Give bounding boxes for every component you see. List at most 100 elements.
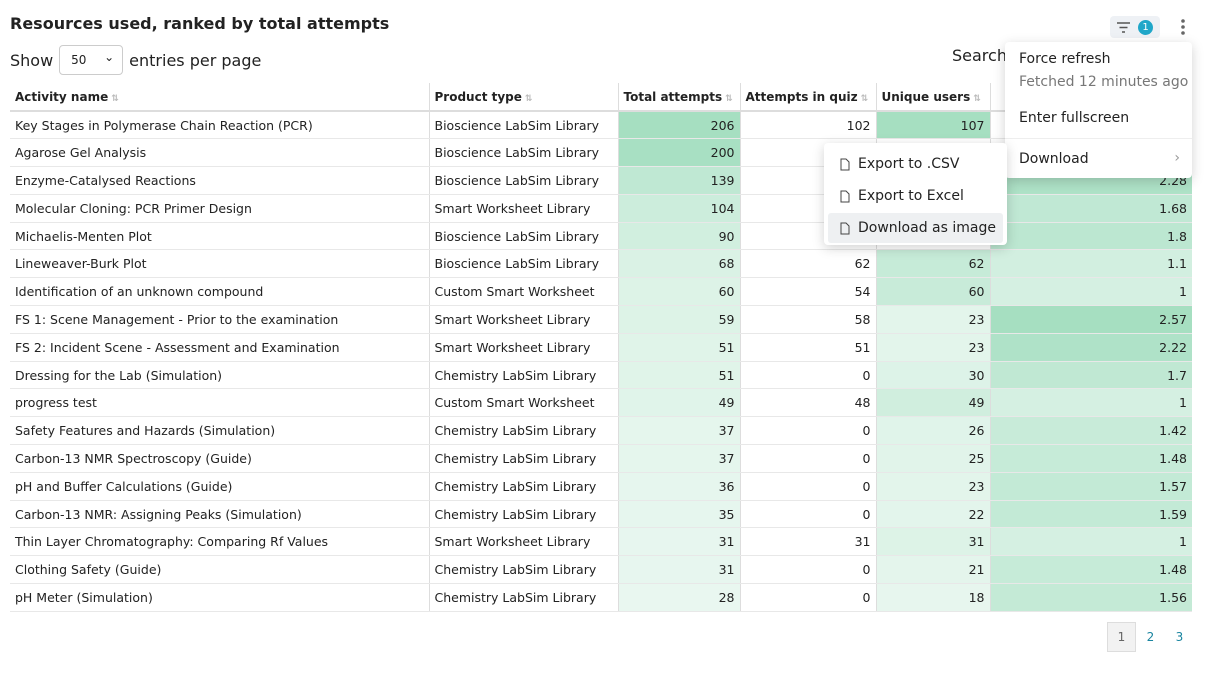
number-cell: 0 [739, 444, 876, 473]
column-header[interactable]: Unique users ⇅ [875, 83, 990, 112]
number-cell: 62 [739, 249, 876, 279]
more-button[interactable] [1178, 18, 1188, 38]
text-cell: progress test [10, 388, 429, 418]
table-row: Thin Layer Chromatography: Comparing Rf … [10, 527, 1192, 557]
sort-icon: ⇅ [725, 93, 733, 104]
sort-icon: ⇅ [524, 93, 533, 104]
text-cell: Chemistry LabSim Library [428, 416, 618, 446]
number-cell: 31 [617, 527, 740, 557]
submenu-item[interactable]: Download as image [828, 213, 1003, 243]
text-cell: Thin Layer Chromatography: Comparing Rf … [10, 527, 429, 557]
column-header[interactable]: Total attempts ⇅ [617, 83, 740, 112]
menu-note: Fetched 12 minutes ago [1019, 74, 1189, 90]
table-row: pH Meter (Simulation) Chemistry LabSim Li… [10, 583, 1192, 612]
show-label: Show [10, 50, 54, 70]
text-cell: Bioscience LabSim Library [428, 249, 618, 279]
number-cell: 1.8 [989, 222, 1192, 251]
number-cell: 54 [739, 277, 876, 307]
submenu-item[interactable]: Export to Excel [828, 181, 1003, 211]
text-cell: Key Stages in Polymerase Chain Reaction … [10, 111, 429, 140]
text-cell: Smart Worksheet Library [428, 333, 618, 362]
text-cell: Smart Worksheet Library [428, 194, 618, 223]
number-cell: 0 [739, 500, 876, 529]
number-cell: 0 [739, 555, 876, 585]
number-cell: 90 [617, 222, 740, 251]
number-cell: 60 [875, 277, 990, 307]
number-cell: 1.56 [989, 583, 1192, 612]
text-cell: Safety Features and Hazards (Simulation) [10, 416, 429, 446]
data-table: Activity name ⇅ Product type ⇅ Total attempt… [10, 83, 1192, 612]
number-cell: 1.1 [989, 249, 1192, 279]
text-cell: pH Meter (Simulation) [10, 583, 429, 612]
header-text: Total attempts [623, 89, 723, 104]
number-cell: 59 [617, 305, 740, 334]
number-cell: 1.59 [989, 500, 1192, 529]
file-icon [840, 190, 850, 202]
page-button[interactable]: 2 [1146, 630, 1155, 644]
text-cell: Michaelis-Menten Plot [10, 222, 429, 251]
number-cell: 49 [617, 388, 740, 418]
number-cell: 48 [739, 388, 876, 418]
column-header[interactable]: Product type ⇅ [428, 83, 618, 112]
number-cell: 0 [739, 583, 876, 612]
column-header[interactable]: Attempts in quiz ⇅ [739, 83, 876, 112]
submenu-label: Export to Excel [858, 188, 964, 204]
header-text: Activity name [15, 89, 109, 104]
table-row: progress test Custom Smart Worksheet 49 48 4… [10, 388, 1192, 418]
number-cell: 23 [875, 472, 990, 501]
number-cell: 206 [617, 111, 740, 140]
number-cell: 51 [617, 361, 740, 390]
number-cell: 30 [875, 361, 990, 390]
number-cell: 36 [617, 472, 740, 501]
number-cell: 1.48 [989, 444, 1192, 473]
number-cell: 107 [875, 111, 990, 140]
table-row: FS 1: Scene Management - Prior to the ex… [10, 305, 1192, 334]
filter-button[interactable]: 1 [1110, 16, 1160, 38]
number-cell: 1 [989, 527, 1192, 557]
number-cell: 49 [875, 388, 990, 418]
text-cell: Chemistry LabSim Library [428, 500, 618, 529]
text-cell: Clothing Safety (Guide) [10, 555, 429, 585]
number-cell: 58 [739, 305, 876, 334]
page-button[interactable]: 3 [1175, 630, 1184, 644]
table-row: Molecular Cloning: PCR Primer Design Smar… [10, 194, 1192, 223]
sort-icon: ⇅ [111, 93, 119, 104]
number-cell: 1.68 [989, 194, 1192, 223]
number-cell: 31 [739, 527, 876, 557]
table-row: FS 2: Incident Scene - Assessment and Ex… [10, 333, 1192, 362]
page-size-control: Show 50 entries per page [10, 45, 261, 75]
number-cell: 0 [739, 416, 876, 446]
number-cell: 1.42 [989, 416, 1192, 446]
page-button[interactable]: 1 [1107, 622, 1136, 652]
number-cell: 104 [617, 194, 740, 223]
submenu-arrow: › [1174, 150, 1180, 166]
text-cell: Lineweaver-Burk Plot [10, 249, 429, 279]
page-size-select[interactable]: 50 [59, 45, 124, 75]
menu-item[interactable]: Enter fullscreen [1019, 110, 1130, 126]
table-row: Clothing Safety (Guide) Chemistry LabSim … [10, 555, 1192, 585]
number-cell: 51 [739, 333, 876, 362]
number-cell: 21 [875, 555, 990, 585]
text-cell: Bioscience LabSim Library [428, 222, 618, 251]
number-cell: 37 [617, 416, 740, 446]
table-row: pH and Buffer Calculations (Guide) Chemis… [10, 472, 1192, 501]
text-cell: Custom Smart Worksheet [428, 388, 618, 418]
text-cell: FS 1: Scene Management - Prior to the ex… [10, 305, 429, 334]
chart-title: Resources used, ranked by total attempts [10, 14, 390, 33]
text-cell: Carbon-13 NMR: Assigning Peaks (Simulati… [10, 500, 429, 529]
search-label: Search [952, 46, 1007, 65]
submenu-item[interactable]: Export to .CSV [828, 149, 1003, 179]
entries-label: entries per page [129, 50, 262, 70]
column-header[interactable]: Activity name ⇅ [10, 83, 429, 112]
number-cell: 1.7 [989, 361, 1192, 390]
number-cell: 68 [617, 249, 740, 279]
filter-badge: 1 [1138, 19, 1153, 35]
number-cell: 31 [875, 527, 990, 557]
text-cell: Chemistry LabSim Library [428, 361, 618, 390]
number-cell: 2.57 [989, 305, 1192, 334]
menu-item[interactable]: Download [1019, 151, 1089, 167]
text-cell: Dressing for the Lab (Simulation) [10, 361, 429, 390]
menu-item[interactable]: Force refresh [1019, 51, 1111, 67]
